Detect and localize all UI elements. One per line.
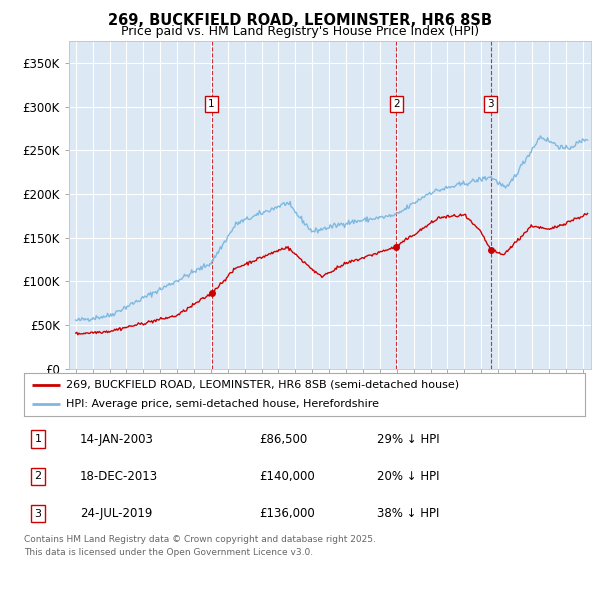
Text: This data is licensed under the Open Government Licence v3.0.: This data is licensed under the Open Gov… bbox=[24, 548, 313, 557]
Text: £136,000: £136,000 bbox=[260, 507, 316, 520]
Text: 269, BUCKFIELD ROAD, LEOMINSTER, HR6 8SB: 269, BUCKFIELD ROAD, LEOMINSTER, HR6 8SB bbox=[108, 13, 492, 28]
Text: 3: 3 bbox=[487, 99, 494, 109]
Text: £86,500: £86,500 bbox=[260, 432, 308, 446]
Text: HPI: Average price, semi-detached house, Herefordshire: HPI: Average price, semi-detached house,… bbox=[66, 399, 379, 409]
Text: 20% ↓ HPI: 20% ↓ HPI bbox=[377, 470, 440, 483]
Text: 18-DEC-2013: 18-DEC-2013 bbox=[80, 470, 158, 483]
Text: 14-JAN-2003: 14-JAN-2003 bbox=[80, 432, 154, 446]
Text: 2: 2 bbox=[34, 471, 41, 481]
Text: 3: 3 bbox=[35, 509, 41, 519]
Text: 24-JUL-2019: 24-JUL-2019 bbox=[80, 507, 152, 520]
Text: 1: 1 bbox=[208, 99, 215, 109]
Text: 38% ↓ HPI: 38% ↓ HPI bbox=[377, 507, 440, 520]
Text: Contains HM Land Registry data © Crown copyright and database right 2025.: Contains HM Land Registry data © Crown c… bbox=[24, 535, 376, 544]
Text: 269, BUCKFIELD ROAD, LEOMINSTER, HR6 8SB (semi-detached house): 269, BUCKFIELD ROAD, LEOMINSTER, HR6 8SB… bbox=[66, 380, 459, 390]
Text: 2: 2 bbox=[393, 99, 400, 109]
Text: 29% ↓ HPI: 29% ↓ HPI bbox=[377, 432, 440, 446]
Text: £140,000: £140,000 bbox=[260, 470, 316, 483]
Text: Price paid vs. HM Land Registry's House Price Index (HPI): Price paid vs. HM Land Registry's House … bbox=[121, 25, 479, 38]
Text: 1: 1 bbox=[35, 434, 41, 444]
